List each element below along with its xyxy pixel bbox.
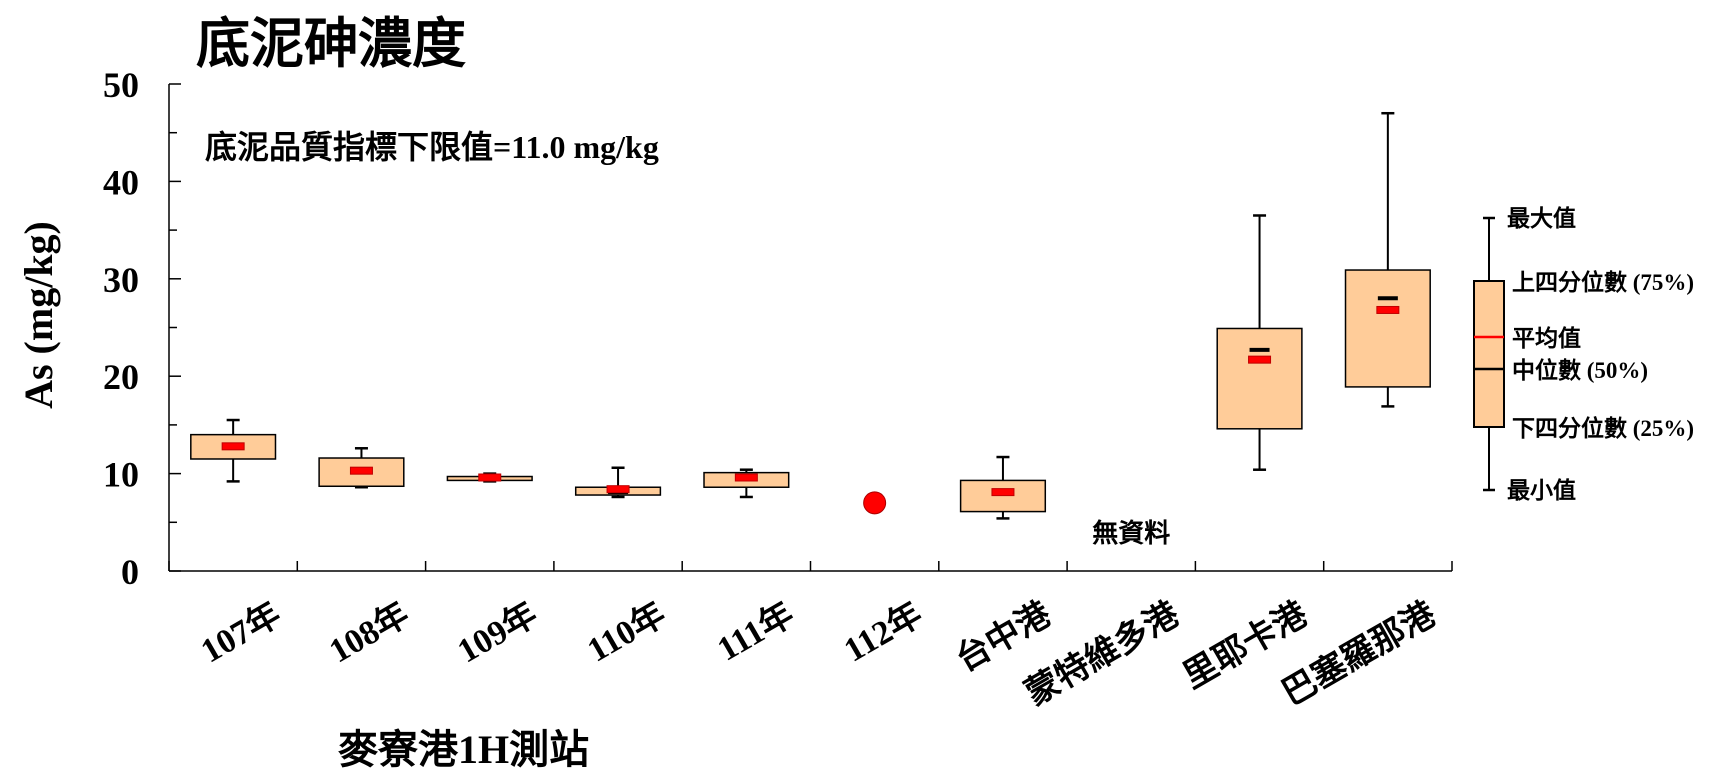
iqr-box [1344, 269, 1431, 388]
y-tick-label: 30 [103, 260, 139, 300]
y-tick-label: 0 [121, 552, 139, 592]
x-tick-label: 110年 [581, 595, 672, 669]
legend-box [1473, 280, 1505, 428]
legend-median-label: 中位數 (50%) [1512, 357, 1648, 383]
mean-marker [1376, 305, 1400, 314]
data-point [863, 491, 887, 515]
threshold-annotation: 底泥品質指標下限值=11.0 mg/kg [205, 129, 659, 165]
x-tick-label: 台中港 [950, 595, 1058, 679]
x-tick-label: 109年 [451, 595, 544, 670]
mean-marker [991, 488, 1015, 497]
legend-max-label: 最大值 [1507, 205, 1576, 231]
chart-title: 底泥砷濃度 [196, 14, 466, 74]
legend-mean-label: 平均值 [1512, 325, 1581, 351]
x-tick-label: 108年 [323, 595, 416, 670]
mean-marker [221, 442, 245, 451]
mean-marker [606, 485, 630, 494]
legend-q3-label: 上四分位數 (75%) [1512, 269, 1694, 295]
legend-q1-label: 下四分位數 (25%) [1512, 415, 1694, 441]
no-data-label: 無資料 [1092, 519, 1170, 548]
y-axis-label: As (mg/kg) [16, 221, 61, 409]
x-tick-label: 111年 [711, 595, 800, 669]
y-tick-label: 10 [103, 455, 139, 495]
group-label: 麥寮港1H測站 [338, 727, 589, 769]
y-tick-label: 50 [103, 65, 139, 105]
x-tick-label: 112年 [838, 595, 929, 669]
iqr-box [1216, 327, 1303, 430]
iqr-box [318, 457, 405, 488]
y-tick-label: 20 [103, 357, 139, 397]
mean-marker [734, 473, 758, 482]
mean-marker [349, 466, 373, 475]
y-tick-label: 40 [103, 162, 139, 202]
legend-min-label: 最小值 [1507, 477, 1576, 503]
boxes: 無資料 [190, 111, 1431, 548]
x-tick-label: 107年 [195, 595, 288, 670]
mean-marker [478, 473, 502, 482]
mean-marker [1248, 355, 1272, 364]
